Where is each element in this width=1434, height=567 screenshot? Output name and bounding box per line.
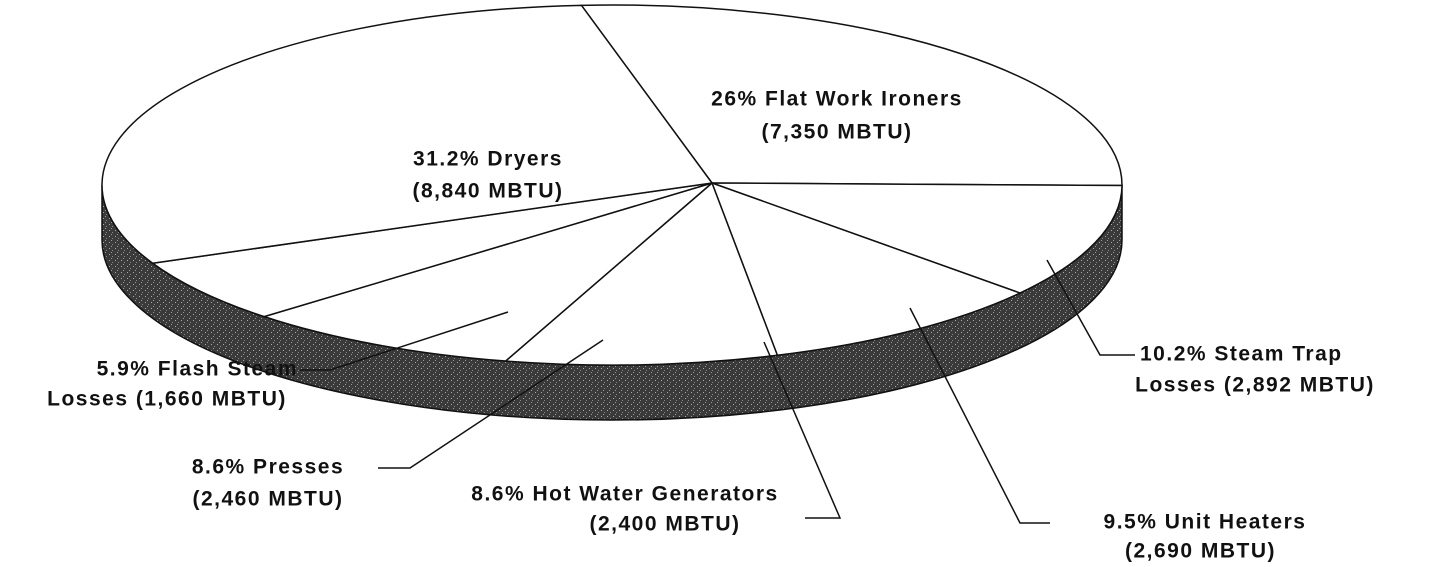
slice-label: 8.6% Hot Water Generators bbox=[471, 483, 778, 506]
slice-label: Losses (2,892 MBTU) bbox=[1135, 374, 1375, 397]
slice-label: Losses (1,660 MBTU) bbox=[47, 388, 287, 411]
pie-slice bbox=[711, 182, 1123, 294]
slice-label: (2,690 MBTU) bbox=[1125, 540, 1276, 563]
leader-lines bbox=[300, 259, 1135, 524]
pie-slice bbox=[710, 181, 1022, 357]
slice-label: 26% Flat Work Ironers bbox=[711, 88, 963, 111]
pie-slice bbox=[150, 182, 713, 318]
slice-label: 5.9% Flash Steam bbox=[97, 358, 298, 381]
slice-label: (2,460 MBTU) bbox=[192, 488, 343, 511]
slice-label: (8,840 MBTU) bbox=[412, 180, 563, 203]
slice-label: 9.5% Unit Heaters bbox=[1104, 511, 1307, 534]
slice-label: 10.2% Steam Trap bbox=[1140, 343, 1343, 366]
pie-slice bbox=[261, 182, 713, 362]
slice-label: 31.2% Dryers bbox=[413, 148, 563, 171]
slice-label: (7,350 MBTU) bbox=[761, 121, 912, 144]
slice-label: 8.6% Presses bbox=[192, 456, 344, 479]
pie-slice bbox=[503, 181, 779, 366]
pie-slice bbox=[101, 4, 714, 265]
pie-slice bbox=[579, 4, 1123, 187]
slice-label: (2,400 MBTU) bbox=[589, 513, 740, 536]
